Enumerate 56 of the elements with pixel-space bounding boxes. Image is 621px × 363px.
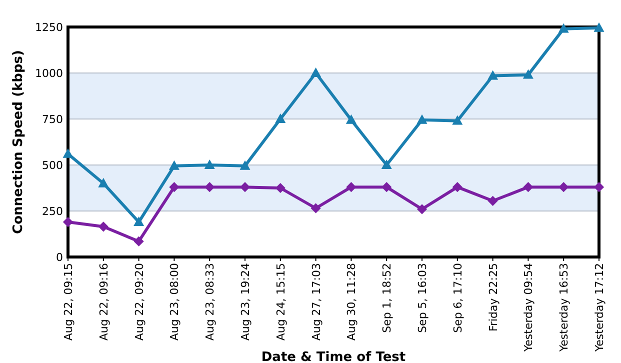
point — [382, 182, 392, 192]
x-tick-label: Aug 23, 19:24 — [239, 263, 252, 341]
point — [346, 115, 356, 124]
point — [276, 183, 286, 193]
y-tick-label: 0 — [56, 250, 63, 264]
x-tick-label: Sep 5, 16:03 — [416, 263, 429, 333]
x-tick-label: Sep 6, 17:10 — [451, 263, 464, 333]
point — [594, 182, 604, 192]
y-axis-title: Connection Speed (kbps) — [11, 50, 26, 234]
x-tick-label: Aug 23, 08:33 — [204, 263, 217, 341]
x-tick-label: Aug 27, 17:03 — [310, 263, 323, 341]
y-tick-label: 1000 — [35, 66, 63, 80]
point — [98, 222, 108, 232]
y-tick-label: 250 — [42, 204, 63, 218]
point — [240, 182, 250, 192]
point — [63, 149, 73, 158]
point — [204, 182, 214, 192]
x-tick-label: Aug 22, 09:16 — [97, 263, 110, 341]
point — [169, 182, 179, 192]
x-tick-label: Aug 24, 15:15 — [274, 263, 288, 341]
x-tick-label: Aug 22, 09:15 — [62, 263, 75, 341]
point — [417, 115, 427, 124]
point — [276, 114, 286, 123]
point — [523, 70, 533, 79]
point — [311, 203, 321, 213]
x-tick-label: Yesterday 17:12 — [593, 263, 606, 353]
point — [240, 161, 250, 170]
point — [523, 182, 533, 192]
x-tick-label: Friday 22:25 — [486, 263, 500, 332]
x-tick-label: Aug 22, 09:20 — [132, 263, 146, 341]
point — [558, 24, 568, 33]
y-tick-label: 750 — [42, 112, 63, 126]
point — [452, 116, 462, 125]
point — [452, 182, 462, 192]
point — [558, 182, 568, 192]
x-tick-label: Yesterday 16:53 — [558, 263, 571, 353]
point — [417, 204, 427, 214]
point — [594, 23, 604, 32]
point — [346, 182, 356, 192]
point — [382, 160, 392, 169]
x-tick-label: Sep 1, 18:52 — [380, 263, 394, 333]
point — [98, 178, 108, 188]
point — [63, 217, 73, 227]
point — [488, 196, 498, 206]
point — [134, 217, 144, 226]
point — [204, 160, 214, 169]
y-tick-label: 500 — [42, 158, 63, 172]
point — [311, 68, 321, 77]
x-axis-title: Date & Time of Test — [261, 350, 406, 363]
x-tick-label: Aug 23, 08:00 — [168, 263, 182, 341]
point — [134, 236, 144, 246]
y-tick-label: 1250 — [35, 20, 63, 34]
x-tick-label: Yesterday 09:54 — [522, 263, 536, 353]
point — [169, 161, 179, 170]
x-tick-label: Aug 30, 11:28 — [345, 263, 358, 341]
point — [488, 71, 498, 80]
